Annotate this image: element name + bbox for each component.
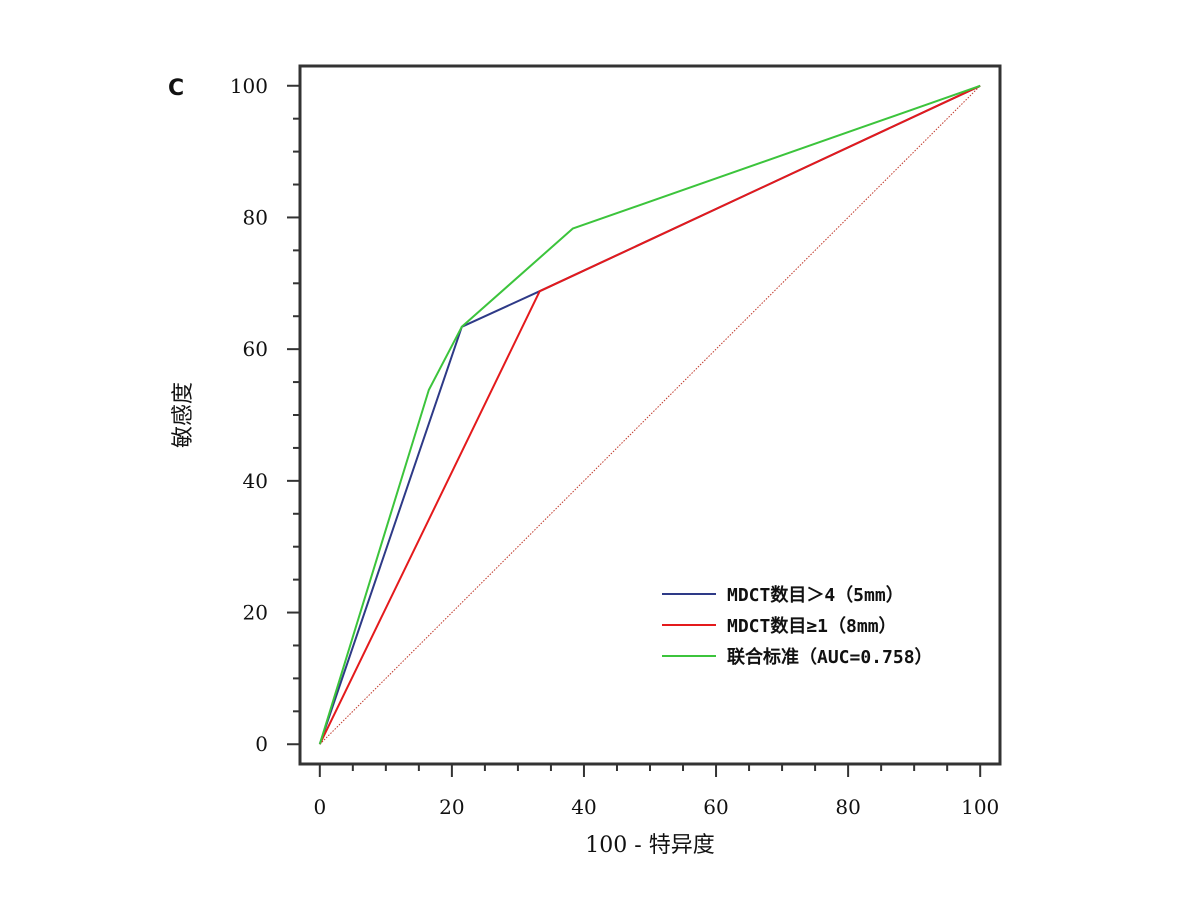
y-axis-title: 敏感度 — [171, 382, 196, 448]
panel-label: C — [168, 76, 184, 101]
y-tick-label: 100 — [230, 74, 268, 98]
legend-label-3: 联合标准（AUC=0.758） — [727, 646, 933, 668]
x-tick-label: 20 — [439, 795, 464, 819]
x-tick-label: 40 — [571, 795, 596, 819]
y-tick-label: 20 — [243, 601, 268, 625]
x-axis-title: 100 - 特异度 — [585, 833, 714, 858]
x-tick-label: 100 — [961, 795, 999, 819]
x-tick-label: 60 — [703, 795, 728, 819]
reference-diagonal-line — [319, 85, 981, 745]
y-tick-label: 40 — [243, 469, 268, 493]
roc-line-series-3 — [318, 84, 981, 745]
x-tick-label: 0 — [313, 795, 326, 819]
legend-label-2: MDCT数目≥1（8mm） — [727, 615, 897, 637]
y-tick-label: 80 — [243, 205, 268, 229]
x-tick-label: 80 — [835, 795, 860, 819]
legend-label-1: MDCT数目＞4（5mm） — [727, 584, 904, 606]
roc-line-series-2 — [318, 84, 981, 745]
axes: 0 20 40 60 80 100 0 20 40 60 80 100 — [230, 74, 999, 819]
y-tick-label: 0 — [255, 732, 268, 756]
y-tick-label: 60 — [243, 337, 268, 361]
plot-area — [318, 84, 981, 745]
legend: MDCT数目＞4（5mm） MDCT数目≥1（8mm） 联合标准（AUC=0.758… — [662, 584, 933, 668]
